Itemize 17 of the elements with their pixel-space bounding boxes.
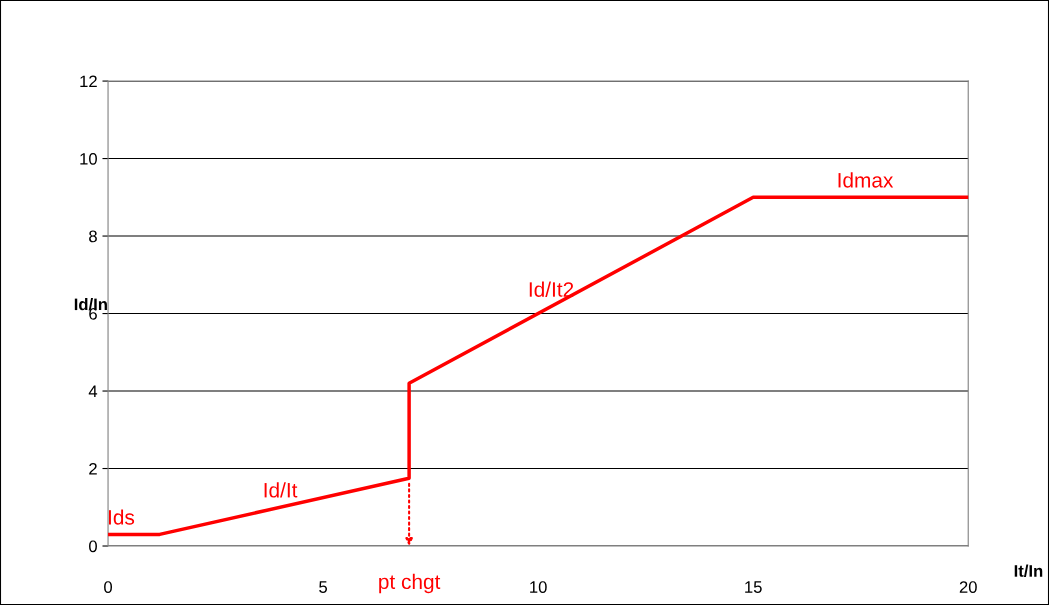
x-tick-label: 20 (959, 581, 977, 593)
x-axis-title: It/In (1014, 564, 1043, 578)
x-tick-label: 5 (319, 581, 328, 593)
y-tick-label: 0 (89, 540, 97, 553)
y-tick-label: 10 (80, 152, 97, 165)
x-tick-label: 15 (745, 581, 762, 593)
y-tick-label: 12 (80, 75, 97, 88)
annotation: Idmax (838, 172, 894, 188)
y-tick-label: 2 (89, 462, 97, 475)
y-tick-label: 4 (88, 385, 98, 398)
x-tick-label: 10 (530, 581, 547, 593)
text: pt chgt (379, 573, 441, 594)
annotation: Ids (108, 509, 135, 525)
x-tick-label: 0 (104, 581, 113, 593)
annotation: Id/It2 (529, 281, 574, 297)
annotation: Id/It (264, 482, 298, 498)
y-tick-label: 8 (89, 230, 97, 243)
